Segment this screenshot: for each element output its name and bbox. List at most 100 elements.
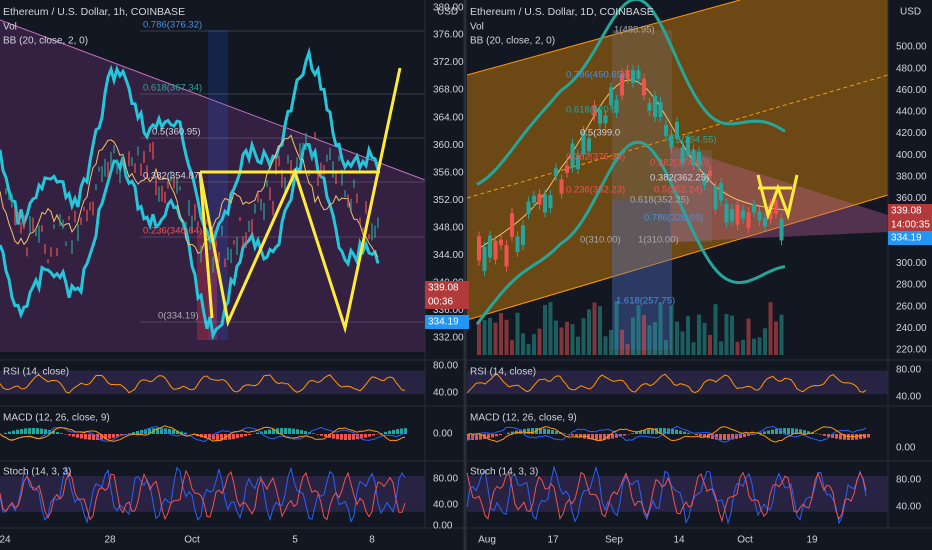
candle bbox=[131, 157, 133, 167]
macd-bar bbox=[635, 432, 638, 434]
candle bbox=[365, 201, 367, 214]
macd-bar bbox=[475, 434, 478, 440]
volume bbox=[581, 318, 586, 355]
fib-label: 0.786(450.65) bbox=[566, 70, 625, 81]
volume bbox=[477, 321, 481, 355]
candle bbox=[95, 184, 97, 191]
fib-label: 0.382(374.60) bbox=[650, 158, 709, 169]
candle bbox=[335, 171, 337, 185]
macd-bar bbox=[392, 429, 395, 434]
candle bbox=[5, 188, 7, 195]
price-label: 500.00 bbox=[896, 42, 927, 53]
candle bbox=[245, 232, 247, 249]
candle bbox=[83, 206, 85, 211]
fib-label: 1(310.00) bbox=[638, 235, 679, 246]
macd-bar bbox=[563, 433, 566, 434]
candle bbox=[200, 245, 202, 263]
fib-label: 0.382(354.87) bbox=[143, 171, 202, 182]
price-label: 400.00 bbox=[896, 150, 927, 161]
macd-bar bbox=[248, 434, 251, 435]
volume bbox=[537, 328, 542, 355]
macd-bar bbox=[312, 433, 315, 434]
macd-bar bbox=[100, 434, 103, 440]
candle bbox=[374, 225, 376, 238]
macd-bar bbox=[783, 428, 786, 434]
macd-bar bbox=[404, 428, 407, 434]
candle bbox=[647, 103, 652, 111]
volume bbox=[774, 321, 778, 355]
rsi-line bbox=[466, 373, 867, 394]
macd-bar bbox=[687, 432, 690, 434]
candle bbox=[570, 143, 575, 168]
macd-bar bbox=[763, 431, 766, 434]
stoch-k bbox=[466, 465, 867, 525]
chart-title: Ethereum / U.S. Dollar, 1h, COINBASE bbox=[3, 6, 185, 18]
macd-bar bbox=[268, 429, 271, 434]
macd-bar bbox=[819, 434, 822, 435]
signal-line bbox=[0, 425, 406, 442]
candle bbox=[779, 218, 784, 241]
candle bbox=[17, 211, 19, 222]
macd-bar bbox=[52, 430, 55, 434]
candle bbox=[763, 218, 767, 227]
candle bbox=[26, 247, 28, 257]
bb-lower bbox=[475, 140, 786, 326]
macd-bar bbox=[88, 434, 91, 440]
fib-label: 0.786(326.09) bbox=[644, 213, 703, 224]
macd-bar bbox=[400, 428, 403, 434]
band bbox=[0, 476, 425, 512]
volume bbox=[686, 315, 690, 355]
price-tag-text: 339.08 bbox=[428, 283, 459, 294]
candle bbox=[746, 212, 751, 229]
price-label: 344.00 bbox=[433, 250, 464, 261]
volume bbox=[482, 319, 487, 355]
candle bbox=[92, 201, 94, 216]
macd-bar bbox=[156, 428, 159, 434]
candle bbox=[576, 155, 580, 170]
stoch-d bbox=[466, 471, 867, 523]
candle bbox=[149, 143, 151, 153]
candle bbox=[2, 203, 4, 209]
candle bbox=[299, 143, 301, 161]
macd-bar bbox=[719, 434, 722, 440]
candle bbox=[338, 155, 340, 162]
candle bbox=[251, 219, 253, 236]
candle bbox=[548, 195, 553, 209]
indicator-axis-label: 80.00 bbox=[433, 361, 458, 372]
macd-bar bbox=[296, 429, 299, 434]
macd-bar bbox=[396, 429, 399, 434]
candle bbox=[272, 200, 274, 216]
candle bbox=[161, 185, 163, 202]
candle bbox=[134, 163, 136, 174]
candle bbox=[74, 210, 76, 223]
macd-bar bbox=[511, 431, 514, 434]
candle bbox=[317, 170, 319, 187]
macd-bar bbox=[595, 434, 598, 440]
volume bbox=[554, 320, 558, 355]
candle bbox=[680, 147, 685, 164]
candle bbox=[477, 236, 481, 261]
candle bbox=[686, 137, 690, 155]
price-label: 480.00 bbox=[896, 63, 927, 74]
macd-bar bbox=[623, 434, 626, 436]
macd-bar bbox=[332, 434, 335, 439]
candle bbox=[359, 217, 361, 225]
volume bbox=[598, 306, 602, 355]
volume bbox=[702, 322, 707, 355]
indicator-axis-label: 80.00 bbox=[896, 365, 921, 376]
time-label: Oct bbox=[184, 535, 200, 546]
price-label: 300.00 bbox=[896, 258, 927, 269]
macd-bar bbox=[699, 434, 702, 437]
candle bbox=[239, 217, 241, 222]
candle bbox=[23, 214, 25, 229]
indicator-axis-label: 40.00 bbox=[896, 392, 921, 403]
volume bbox=[631, 317, 635, 355]
indicator-label: MACD (12, 26, close, 9) bbox=[470, 413, 577, 424]
macd-bar bbox=[20, 428, 23, 434]
volume bbox=[647, 325, 652, 355]
candle bbox=[56, 247, 58, 256]
candle bbox=[603, 115, 608, 124]
macd-bar bbox=[24, 428, 27, 434]
indicator-axis-label: 0.00 bbox=[433, 521, 453, 532]
price-tag-text: 334.19 bbox=[428, 317, 459, 328]
